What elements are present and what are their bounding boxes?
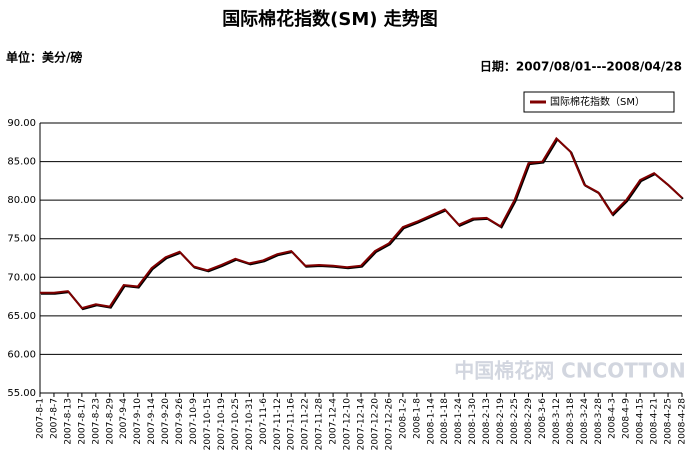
x-tick-label: 2008-1-8 (412, 398, 422, 439)
x-tick-label: 2008-4-3 (608, 398, 618, 439)
x-tick-label: 2007-10-31 (245, 398, 255, 450)
x-tick-label: 2007-11-6 (259, 398, 269, 445)
x-tick-label: 2007-8-1 (36, 398, 46, 439)
x-tick-label: 2008-3-24 (580, 398, 590, 445)
x-tick-label: 2008-4-15 (636, 398, 646, 445)
date-label: 日期：2007/08/01---2008/04/28 (480, 59, 682, 74)
x-tick-label: 2008-1-30 (468, 398, 478, 445)
y-tick-label: 80.00 (7, 195, 36, 206)
x-tick-label: 2007-11-12 (273, 398, 283, 450)
x-tick-label: 2007-8-13 (63, 398, 73, 445)
x-tick-label: 2008-2-29 (524, 398, 534, 445)
x-tick-label: 2008-1-14 (426, 398, 436, 445)
x-tick-label: 2008-4-25 (664, 398, 674, 445)
x-tick-label: 2008-3-6 (538, 398, 548, 439)
x-tick-label: 2007-12-10 (343, 398, 353, 451)
x-tick-label: 2007-12-4 (329, 398, 339, 445)
series-line (40, 136, 683, 310)
x-tick-label: 2007-10-25 (231, 398, 241, 450)
unit-label: 单位：美分/磅 (6, 50, 82, 65)
x-tick-label: 2007-12-26 (384, 398, 394, 451)
x-tick-label: 2007-8-29 (105, 398, 115, 445)
x-tick-label: 2007-12-14 (357, 398, 367, 451)
x-tick-label: 2007-8-17 (77, 398, 87, 445)
x-tick-label: 2008-4-21 (650, 398, 660, 445)
x-tick-label: 2008-3-28 (594, 398, 604, 445)
x-tick-label: 2007-11-28 (315, 398, 325, 451)
x-tick-label: 2007-12-20 (370, 398, 380, 451)
x-tick-label: 2007-8-23 (91, 398, 101, 445)
x-tick-label: 2008-4-28 (678, 398, 688, 445)
chart-title: 国际棉花指数(SM) 走势图 (222, 8, 438, 30)
x-tick-label: 2007-8-7 (49, 398, 59, 439)
x-tick-label: 2007-9-26 (175, 398, 185, 445)
x-tick-label: 2008-1-2 (398, 398, 408, 439)
y-tick-label: 70.00 (7, 272, 36, 283)
x-tick-label: 2007-9-4 (119, 398, 129, 439)
y-tick-label: 65.00 (7, 311, 36, 322)
x-tick-label: 2007-11-22 (301, 398, 311, 450)
x-tick-label: 2007-10-19 (217, 398, 227, 451)
x-tick-label: 2007-10-15 (203, 398, 213, 450)
line-shadow (41, 137, 684, 311)
x-tick-label: 2008-2-19 (496, 398, 506, 445)
x-tick-label: 2008-3-12 (552, 398, 562, 445)
x-tick-label: 2008-2-13 (482, 398, 492, 445)
x-tick-label: 2008-1-24 (454, 398, 464, 445)
x-tick-label: 2007-9-10 (133, 398, 143, 445)
x-tick-label: 2008-4-9 (622, 398, 632, 439)
y-tick-label: 55.00 (7, 388, 36, 399)
legend-label: 国际棉花指数（SM） (550, 95, 645, 108)
x-tick-label: 2007-9-14 (147, 398, 157, 445)
y-tick-label: 90.00 (7, 118, 36, 129)
x-tick-label: 2007-11-16 (287, 398, 297, 451)
y-tick-label: 75.00 (7, 234, 36, 245)
x-tick-label: 2008-3-18 (566, 398, 576, 445)
y-tick-label: 60.00 (7, 349, 36, 360)
y-tick-label: 85.00 (7, 157, 36, 168)
legend-box (523, 91, 675, 113)
x-tick-label: 2008-2-25 (510, 398, 520, 445)
x-tick-label: 2008-1-18 (440, 398, 450, 445)
x-tick-label: 2007-9-20 (161, 398, 171, 445)
watermark: 中国棉花网 CNCOTTON (454, 359, 686, 383)
x-tick-label: 2007-10-9 (189, 398, 199, 445)
